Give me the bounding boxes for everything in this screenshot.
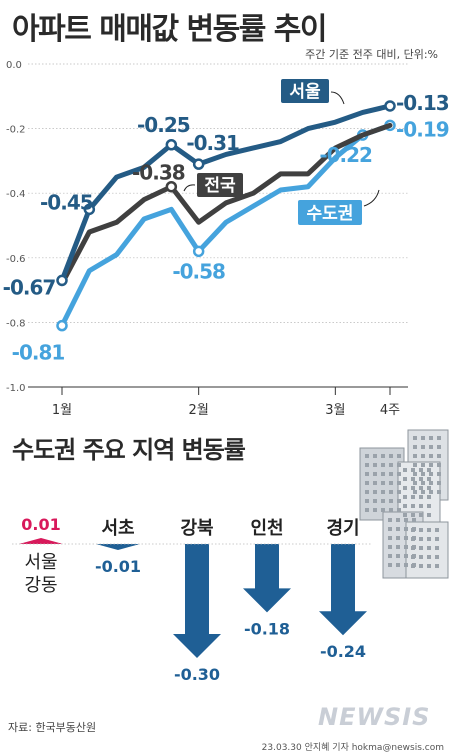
x-tick-label: 1월 <box>52 403 72 418</box>
bar-category-label: 인천 <box>250 518 283 539</box>
bar-down <box>96 544 140 550</box>
data-point <box>83 203 96 216</box>
data-point <box>192 158 205 170</box>
unit-note: 주간 기준 전주 대비, 단위:% <box>305 48 438 61</box>
section2-title: 수도권 주요 지역 변동률 <box>12 436 246 464</box>
bar-category-label: 서초 <box>101 518 134 539</box>
series-line-capital <box>59 122 393 329</box>
data-point <box>384 100 396 112</box>
y-tick-label: -0.8 <box>6 318 26 329</box>
data-label: -0.25 <box>137 113 190 137</box>
data-label: -0.38 <box>132 161 185 185</box>
bar-down <box>243 544 291 613</box>
data-label: -0.31 <box>186 131 239 155</box>
bar-down <box>173 544 221 658</box>
data-labels: -0.67 -0.45 -0.25-0.31 -0.13 -0.38 -0.81 -0.58… <box>3 91 450 365</box>
bar-value-label: -0.24 <box>320 642 366 661</box>
data-point <box>165 139 178 151</box>
legend-national-label: 전국 <box>204 176 236 196</box>
legend-national: 전국 <box>183 173 243 197</box>
legend-capital: 수도권 <box>298 189 380 225</box>
bar-category-label: 강동 <box>24 575 57 596</box>
source: 자료: 한국부동산원 <box>8 721 97 734</box>
bar-value-label: -0.18 <box>244 619 290 638</box>
bar-value-label: -0.01 <box>95 557 141 576</box>
legend-national-pointer <box>183 184 196 192</box>
y-tick-label: -0.2 <box>6 125 26 136</box>
legend-capital-label: 수도권 <box>307 204 354 224</box>
apartment-illustration <box>359 429 449 579</box>
bar-category-label: 서울 <box>24 552 57 573</box>
data-label: -0.45 <box>40 190 93 214</box>
data-label: -0.13 <box>396 91 449 115</box>
legend-capital-box <box>298 200 362 225</box>
line-chart: 0.0-0.2-0.4-0.6-0.8-1.0 1월 2월 3월 4주 -0.67-0… <box>3 60 450 418</box>
y-tick-labels: 0.0 -0.2 -0.4 -0.6 -0.8 -1.0 <box>6 60 26 394</box>
bar-value-label: 0.01 <box>21 515 60 534</box>
legend-seoul-box <box>281 79 329 103</box>
bar-category-label: 강북 <box>180 518 213 539</box>
bar-up <box>19 538 63 544</box>
legend-seoul-pointer <box>330 91 345 105</box>
series-line-national <box>59 122 393 287</box>
y-tick-label: -0.6 <box>6 254 26 265</box>
y-tick-label: -1.0 <box>6 383 26 394</box>
chart-title: 아파트 매매값 변동률 추이 <box>12 12 327 47</box>
x-tick-label: 3월 <box>325 403 345 418</box>
credit: 23.03.30 안지혜 기자 hokma@newsis.com <box>261 743 444 753</box>
series-line-seoul <box>59 103 393 283</box>
data-point <box>165 180 178 193</box>
data-point <box>192 245 205 258</box>
bar-category-label: 경기 <box>326 518 359 539</box>
data-label: -0.22 <box>319 143 372 167</box>
data-label: -0.19 <box>396 117 449 141</box>
x-tick-label: 4주 <box>380 403 400 418</box>
legend-capital-pointer <box>363 189 380 207</box>
newsis-logo: NEWSIS <box>318 703 431 731</box>
data-label: -0.81 <box>12 341 65 365</box>
data-label: -0.58 <box>172 259 225 283</box>
series-lines <box>56 100 396 332</box>
legend-seoul-label: 서울 <box>289 82 321 102</box>
x-tick-label: 2월 <box>189 403 209 418</box>
data-point <box>56 319 68 332</box>
data-label: -0.67 <box>3 275 56 299</box>
legend-seoul: 서울 <box>281 79 345 105</box>
bar-down <box>319 544 367 636</box>
bar-value-label: -0.30 <box>174 665 220 684</box>
data-point <box>56 274 68 287</box>
x-ticks: 1월 2월 3월 4주 <box>52 387 400 418</box>
y-tick-label: -0.4 <box>6 189 26 200</box>
legend-national-box <box>197 173 243 197</box>
y-tick-label: 0.0 <box>6 60 22 71</box>
